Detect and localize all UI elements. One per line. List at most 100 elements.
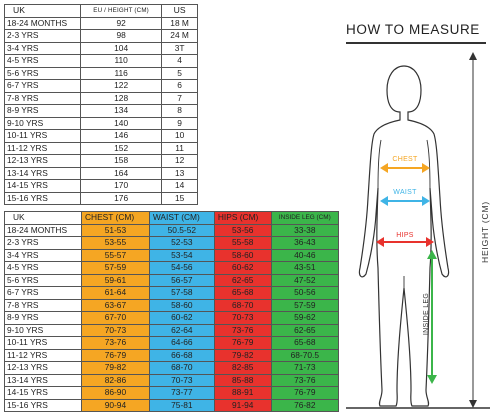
size-cell-eu-height: 146 (80, 129, 163, 143)
size-table-row: 14-15 YRS 170 14 (3, 179, 198, 193)
measure-cell-uk: 4-5 YRS (4, 261, 82, 275)
measure-cell-chest: 70-73 (81, 323, 150, 337)
how-to-measure-title: HOW TO MEASURE (346, 22, 480, 37)
measure-cell-chest: 73-76 (81, 336, 150, 350)
height-arrow (469, 52, 477, 408)
size-cell-us: 12 (161, 154, 198, 168)
measure-cell-inside-leg: 47-52 (270, 273, 340, 287)
hips-label: HIPS (396, 232, 414, 239)
measure-cell-inside-leg: 36-43 (270, 236, 340, 250)
size-cell-us: 9 (161, 116, 198, 130)
measure-header-waist: WAIST (CM) (148, 211, 215, 225)
size-header-us: US (161, 4, 198, 18)
measure-cell-uk: 5-6 YRS (4, 273, 82, 287)
size-table-row: 13-14 YRS 164 13 (3, 166, 198, 180)
measure-cell-chest: 86-90 (81, 386, 150, 400)
measure-cell-uk: 18-24 MONTHS (4, 223, 82, 237)
size-table-row: 4-5 YRS 110 4 (3, 54, 198, 68)
size-cell-uk: 11-12 YRS (3, 141, 82, 155)
measure-table-row: 11-12 YRS 76-79 66-68 79-82 68-70.5 (4, 348, 340, 362)
measure-table-row: 13-14 YRS 82-86 70-73 85-88 73-76 (4, 373, 340, 387)
measure-cell-waist: 70-73 (148, 373, 215, 387)
measure-cell-chest: 90-94 (81, 398, 150, 412)
measure-cell-hips: 73-76 (213, 323, 272, 337)
measure-cell-hips: 68-70 (213, 298, 272, 312)
size-cell-eu-height: 116 (80, 66, 163, 80)
measure-cell-hips: 82-85 (213, 361, 272, 375)
size-cell-uk: 2-3 YRS (3, 29, 82, 43)
measure-cell-waist: 75-81 (148, 398, 215, 412)
measure-header-chest: CHEST (CM) (81, 211, 150, 225)
measure-cell-chest: 57-59 (81, 261, 150, 275)
measure-table-row: 2-3 YRS 53-55 52-53 55-58 36-43 (4, 236, 340, 250)
size-table-row: 8-9 YRS 134 8 (3, 104, 198, 118)
size-cell-uk: 8-9 YRS (3, 104, 82, 118)
measure-cell-hips: 62-65 (213, 273, 272, 287)
size-cell-uk: 7-8 YRS (3, 91, 82, 105)
measure-cell-inside-leg: 62-65 (270, 323, 340, 337)
size-cell-us: 6 (161, 79, 198, 93)
measure-cell-waist: 52-53 (148, 236, 215, 250)
size-table-row: 3-4 YRS 104 3T (3, 41, 198, 55)
size-cell-eu-height: 110 (80, 54, 163, 68)
measure-table-row: 14-15 YRS 86-90 73-77 88-91 76-79 (4, 386, 340, 400)
measure-cell-uk: 9-10 YRS (4, 323, 82, 337)
chest-label: CHEST (392, 156, 418, 163)
size-header-eu-height: EU / HEIGHT (CM) (80, 4, 163, 18)
measure-table-row: 3-4 YRS 55-57 53-54 58-60 40-46 (4, 248, 340, 262)
measure-table-row: 15-16 YRS 90-94 75-81 91-94 76-82 (4, 398, 340, 412)
size-cell-eu-height: 152 (80, 141, 163, 155)
size-cell-us: 24 M (161, 29, 198, 43)
size-cell-eu-height: 98 (80, 29, 163, 43)
measure-cell-hips: 60-62 (213, 261, 272, 275)
measure-cell-waist: 68-70 (148, 361, 215, 375)
measure-cell-waist: 60-62 (148, 311, 215, 325)
size-table-row: 6-7 YRS 122 6 (3, 79, 198, 93)
measure-table-body: 18-24 MONTHS 51-53 50.5-52 53-56 33-38 2-3 YR… (4, 223, 340, 412)
measure-cell-hips: 55-58 (213, 236, 272, 250)
size-cell-eu-height: 104 (80, 41, 163, 55)
measure-header-inside-leg: INSIDE LEG (CM) (270, 211, 340, 225)
size-cell-eu-height: 164 (80, 166, 163, 180)
measure-cell-waist: 73-77 (148, 386, 215, 400)
size-cell-uk: 13-14 YRS (3, 166, 82, 180)
measure-cell-uk: 12-13 YRS (4, 361, 82, 375)
size-cell-uk: 15-16 YRS (3, 191, 82, 205)
measure-cell-uk: 11-12 YRS (4, 348, 82, 362)
size-cell-eu-height: 128 (80, 91, 163, 105)
chest-arrow (380, 163, 430, 173)
measure-cell-hips: 53-56 (213, 223, 272, 237)
measure-cell-hips: 91-94 (213, 398, 272, 412)
measure-cell-inside-leg: 33-38 (270, 223, 340, 237)
measure-cell-inside-leg: 57-59 (270, 298, 340, 312)
measure-cell-hips: 76-79 (213, 336, 272, 350)
measure-table-row: 4-5 YRS 57-59 54-56 60-62 43-51 (4, 261, 340, 275)
measure-cell-waist: 56-57 (148, 273, 215, 287)
measure-cell-uk: 7-8 YRS (4, 298, 82, 312)
size-cell-uk: 18-24 MONTHS (3, 16, 82, 30)
waist-arrow (380, 196, 430, 206)
size-cell-uk: 5-6 YRS (3, 66, 82, 80)
size-cell-eu-height: 92 (80, 16, 163, 30)
measure-cell-uk: 8-9 YRS (4, 311, 82, 325)
size-table-row: 12-13 YRS 158 12 (3, 154, 198, 168)
size-header-uk: UK (3, 4, 82, 18)
size-cell-us: 5 (161, 66, 198, 80)
size-cell-us: 11 (161, 141, 198, 155)
measure-cell-inside-leg: 40-46 (270, 248, 340, 262)
measure-cell-hips: 65-68 (213, 286, 272, 300)
inside-leg-label: INSIDE LEG (423, 293, 430, 335)
inside-leg-arrow (427, 250, 437, 384)
measure-table-row: 5-6 YRS 59-61 56-57 62-65 47-52 (4, 273, 340, 287)
how-to-measure-panel: CHEST WAIST HIPS INSIDE LEG HEI (340, 18, 495, 411)
size-cell-uk: 4-5 YRS (3, 54, 82, 68)
size-cell-us: 4 (161, 54, 198, 68)
height-label: HEIGHT (CM) (480, 201, 490, 263)
measure-cell-chest: 61-64 (81, 286, 150, 300)
body-figure-diagram: CHEST WAIST HIPS INSIDE LEG HEI (346, 52, 492, 409)
figure-inner-line-right (426, 139, 431, 189)
size-cell-us: 18 M (161, 16, 198, 30)
size-table-row: 15-16 YRS 176 15 (3, 191, 198, 205)
measure-cell-chest: 63-67 (81, 298, 150, 312)
size-table-body: 18-24 MONTHS 92 18 M 2-3 YRS 98 24 M 3-4 YRS 10… (3, 16, 198, 205)
